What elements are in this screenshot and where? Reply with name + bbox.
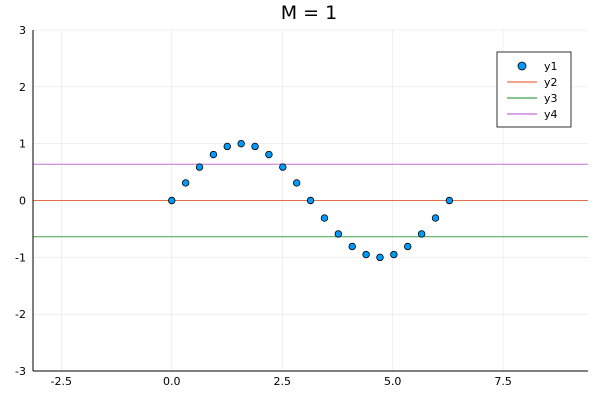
- series-y1-point: [376, 253, 384, 262]
- y-tick-label: -3: [15, 365, 26, 378]
- x-tick-label: -2.5: [51, 375, 72, 388]
- legend: y1 y2 y3 y4: [496, 51, 572, 128]
- series-y1-point: [404, 242, 412, 251]
- y-tick-label: 0: [19, 195, 26, 208]
- series-y1-point: [251, 142, 259, 151]
- tick-labels: -2.5 0.0 2.5 5.0 7.5 -3 -2 -1 0 1 2 3: [15, 24, 512, 388]
- series-y1-point: [209, 150, 218, 159]
- series-y1-point: [306, 196, 315, 205]
- chart-title: M = 1: [281, 2, 337, 24]
- y-tick-label: -1: [15, 251, 26, 264]
- legend-box: [496, 51, 572, 128]
- series-y1-point: [292, 179, 301, 187]
- series-y1-point: [348, 242, 356, 251]
- series-y1-point: [431, 214, 440, 222]
- series-y1-point: [181, 179, 190, 187]
- series-points: [168, 139, 454, 262]
- legend-label-y3: y3: [544, 92, 558, 105]
- series-y1-point: [417, 230, 426, 238]
- series-y1-point: [320, 214, 329, 222]
- series-y1-point: [168, 196, 176, 205]
- x-tick-label: 7.5: [494, 375, 512, 388]
- series-y1-point: [237, 139, 245, 148]
- y-tick-label: 1: [19, 138, 26, 151]
- series-y1-point: [223, 142, 231, 151]
- x-tick-label: 5.0: [384, 375, 402, 388]
- legend-label-y4: y4: [544, 108, 558, 121]
- y-tick-label: 3: [19, 24, 26, 37]
- series-y1-point: [279, 163, 287, 171]
- series-y1-point: [334, 230, 343, 238]
- y-tick-label: -2: [15, 308, 26, 321]
- legend-label-y2: y2: [544, 76, 558, 89]
- series-y1-point: [390, 250, 398, 259]
- series-y1-point: [265, 150, 273, 159]
- axes: [32, 30, 588, 372]
- x-tick-label: 2.5: [273, 375, 291, 388]
- series-y1-point: [362, 250, 370, 259]
- x-tick-label: 0.0: [163, 375, 181, 388]
- series-y1-point: [445, 196, 454, 205]
- series-y1-point: [195, 163, 204, 171]
- y-tick-label: 2: [19, 81, 26, 94]
- legend-label-y1: y1: [544, 60, 558, 73]
- legend-marker-y1: [517, 61, 527, 71]
